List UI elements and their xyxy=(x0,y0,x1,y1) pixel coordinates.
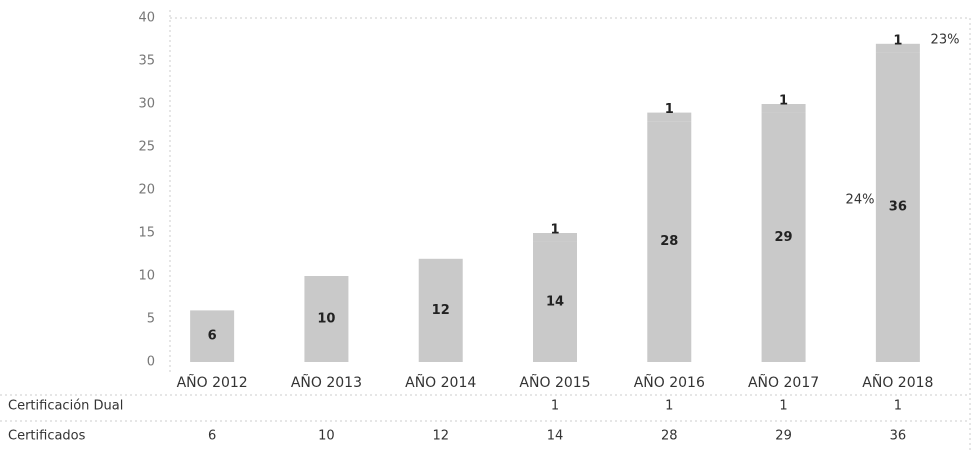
table-cell: 36 xyxy=(890,429,907,444)
data-label: 1 xyxy=(779,94,788,109)
data-label: 12 xyxy=(432,303,450,318)
data-label: 6 xyxy=(208,329,217,344)
x-tick-label: AÑO 2015 xyxy=(519,374,590,391)
y-tick-label: 40 xyxy=(138,11,155,26)
y-tick-label: 20 xyxy=(138,183,155,198)
bar-segment xyxy=(875,52,920,363)
y-tick-label: 15 xyxy=(138,226,155,241)
table-cell: 14 xyxy=(547,429,564,444)
x-tick-label: AÑO 2012 xyxy=(177,374,248,391)
data-label: 1 xyxy=(665,102,674,117)
y-tick-label: 25 xyxy=(138,140,155,155)
bar-segment xyxy=(304,276,349,362)
bar-segment xyxy=(761,104,806,113)
table-cell: 12 xyxy=(432,429,449,444)
table-cell: 28 xyxy=(661,429,678,444)
x-tick-label: AÑO 2018 xyxy=(862,374,933,391)
bar-segment xyxy=(190,310,235,362)
x-tick-label: AÑO 2017 xyxy=(748,374,819,391)
data-label: 29 xyxy=(775,230,793,245)
y-tick-label: 5 xyxy=(147,312,155,327)
data-label: 36 xyxy=(889,200,907,215)
table-cell: 1 xyxy=(894,399,902,414)
data-label: 28 xyxy=(660,234,678,249)
annotation: 23% xyxy=(931,33,960,48)
y-tick-label: 0 xyxy=(147,355,155,370)
table-row-label: Certificados xyxy=(8,429,86,444)
data-label: 1 xyxy=(893,33,902,48)
bar-segment xyxy=(647,112,692,122)
y-tick-label: 35 xyxy=(138,54,155,69)
table-cell: 1 xyxy=(665,399,673,414)
table-cell: 1 xyxy=(551,399,559,414)
x-tick-label: AÑO 2013 xyxy=(291,374,362,391)
bar-segment xyxy=(875,43,920,53)
table-cell: 6 xyxy=(208,429,216,444)
table-cell: 1 xyxy=(779,399,787,414)
x-tick-label: AÑO 2014 xyxy=(405,374,476,391)
data-label: 1 xyxy=(550,223,559,238)
table-cell: 10 xyxy=(318,429,335,444)
bar-segment xyxy=(647,121,692,362)
data-label: 10 xyxy=(317,312,335,327)
bar-segment xyxy=(533,241,577,362)
x-tick-label: AÑO 2016 xyxy=(634,374,705,391)
bar-segment xyxy=(418,258,463,362)
table-row-label: Certificación Dual xyxy=(8,399,123,414)
annotation: 24% xyxy=(846,193,875,208)
data-label: 14 xyxy=(546,294,564,309)
y-tick-label: 10 xyxy=(138,269,155,284)
y-tick-label: 30 xyxy=(138,97,155,112)
table-cell: 29 xyxy=(775,429,792,444)
bar-segment xyxy=(533,233,577,242)
bar-segment xyxy=(761,112,806,362)
